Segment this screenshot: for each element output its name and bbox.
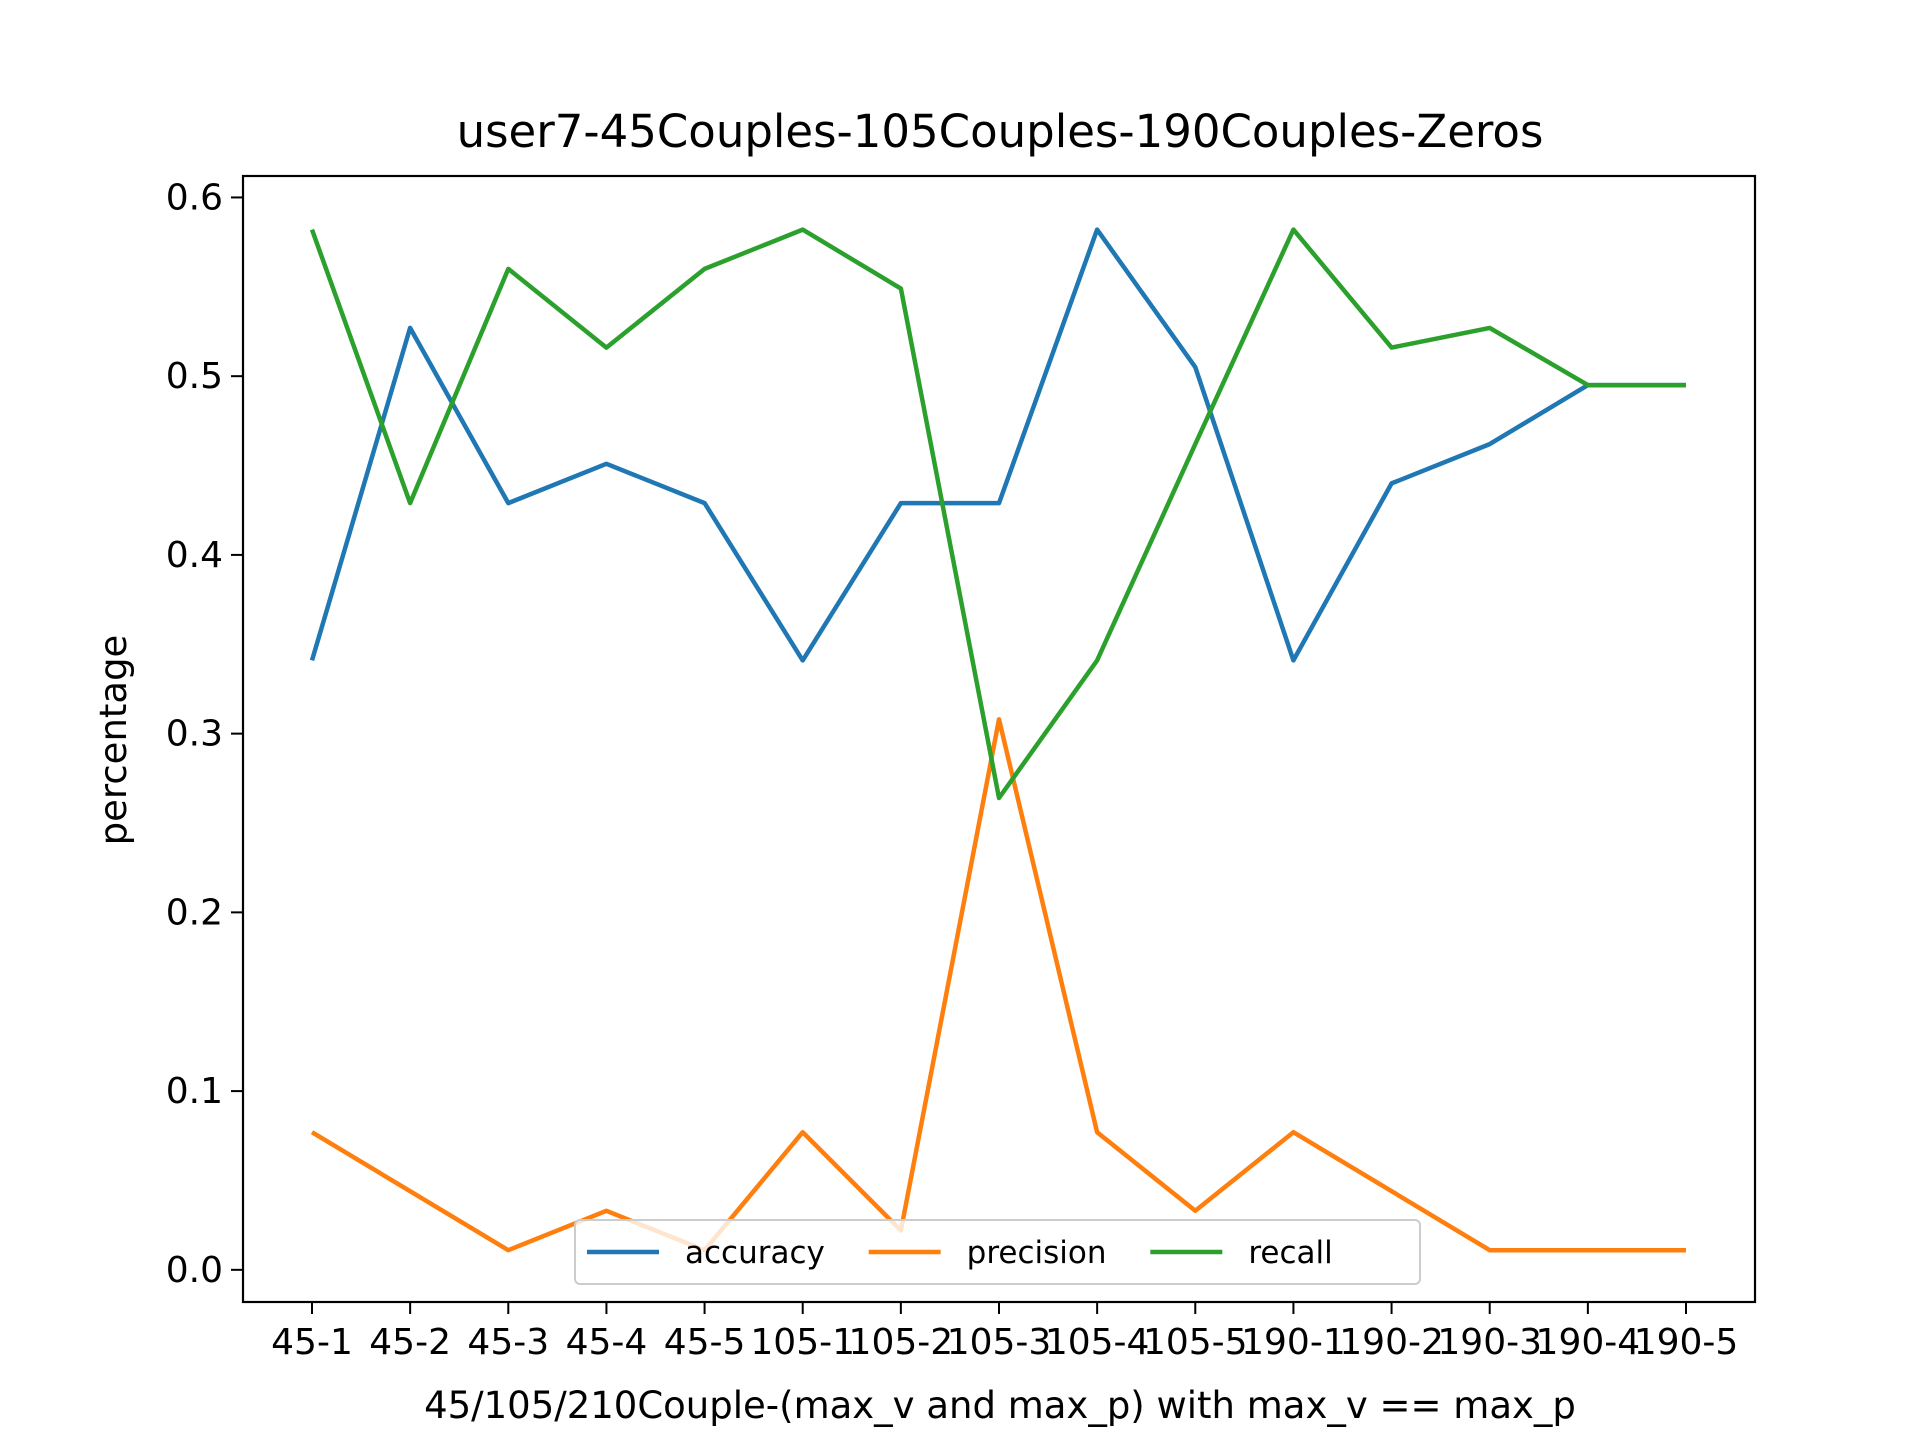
series-lines (309, 227, 1686, 1253)
chart-title: user7-45Couples-105Couples-190Couples-Ze… (457, 105, 1544, 158)
series-line-accuracy (309, 227, 1686, 663)
x-tick-label: 45-3 (467, 1322, 549, 1363)
y-axis-label: percentage (92, 635, 135, 846)
y-tick-label: 0.5 (166, 356, 223, 397)
legend-frame (574, 1219, 1421, 1285)
x-tick-label: 105-1 (750, 1322, 855, 1363)
x-tick-label: 45-1 (271, 1322, 353, 1363)
x-tick-label: 190-4 (1536, 1322, 1641, 1363)
legend-label-recall: recall (1248, 1235, 1332, 1271)
x-tick-label: 45-5 (664, 1322, 746, 1363)
legend-label-precision: precision (967, 1235, 1107, 1271)
legend-label-accuracy: accuracy (685, 1235, 825, 1271)
x-tick-label: 105-2 (849, 1322, 954, 1363)
x-tick-label: 190-3 (1437, 1322, 1542, 1363)
x-tick-label: 45-4 (566, 1322, 648, 1363)
plot-area-frame (241, 174, 1757, 1304)
axis-ticks: 45-1 45-2 45-3 45-4 45-5 105-1105-2105-3105-4… (166, 177, 1739, 1363)
y-tick-label: 0.0 (166, 1250, 223, 1291)
x-tick-label: 190-1 (1241, 1322, 1346, 1363)
x-tick-label: 105-3 (947, 1322, 1052, 1363)
y-tick-label: 0.2 (166, 892, 223, 933)
x-tick-label: 190-5 (1634, 1322, 1739, 1363)
x-tick-label: 105-4 (1045, 1322, 1150, 1363)
legend: accuracy precision recall (574, 1219, 1421, 1285)
series-line-recall (309, 227, 1686, 801)
y-tick-label: 0.3 (166, 714, 223, 755)
y-tick-label: 0.6 (166, 177, 223, 218)
x-tick-label: 190-2 (1339, 1322, 1444, 1363)
x-tick-label: 105-5 (1143, 1322, 1248, 1363)
x-axis-label: 45/105/210Couple-(max_v and max_p) with … (424, 1384, 1576, 1427)
series-line-precision (310, 717, 1686, 1253)
y-tick-label: 0.1 (166, 1071, 223, 1112)
x-tick-label: 45-2 (369, 1322, 451, 1363)
y-tick-label: 0.4 (166, 535, 223, 576)
